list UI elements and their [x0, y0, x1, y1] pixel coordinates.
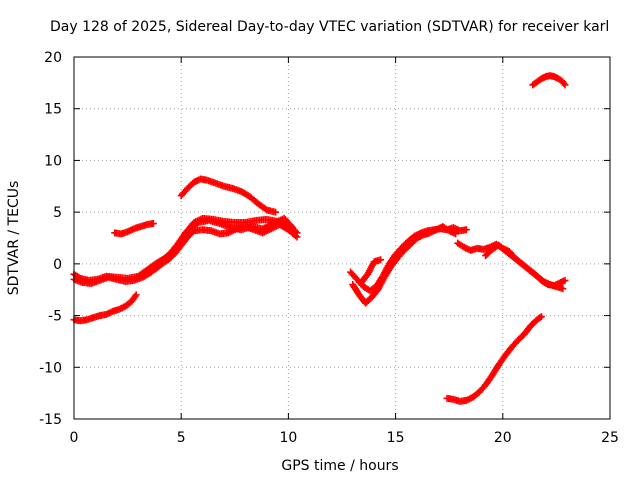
x-axis-label: GPS time / hours: [281, 458, 398, 474]
series-track-3: [151, 221, 301, 273]
data-point: [561, 81, 569, 89]
series-track-2: [70, 214, 297, 284]
data-point: [292, 232, 300, 240]
y-tick-label: 10: [44, 153, 62, 169]
series-track-4: [70, 291, 140, 325]
data-point: [536, 314, 544, 322]
y-tick-label: 5: [53, 205, 62, 221]
y-tick-label: 15: [44, 102, 62, 118]
y-tick-label: -15: [39, 412, 62, 428]
x-tick-label: 20: [494, 430, 512, 446]
data-point: [262, 205, 270, 213]
data-point: [561, 276, 569, 284]
series-track-12: [443, 313, 545, 405]
series-track-11: [482, 241, 567, 293]
data-point: [293, 233, 301, 241]
series-track-9: [357, 256, 385, 286]
axis-ticks: 0 5 10 15 20 25 -15 -10 -5 0 5 10 15 20: [39, 50, 619, 446]
series-track-13: [529, 72, 569, 89]
data-point: [377, 256, 385, 264]
grid-lines: [74, 57, 610, 419]
x-tick-label: 0: [70, 430, 79, 446]
data-point: [537, 313, 545, 321]
y-tick-label: 0: [53, 257, 62, 273]
data-point: [132, 291, 140, 299]
plot-frame: [73, 56, 611, 420]
y-tick-label: -10: [39, 360, 62, 376]
data-point: [462, 226, 470, 234]
data-point: [559, 285, 567, 293]
data-point: [452, 230, 460, 238]
y-tick-label: 20: [44, 50, 62, 66]
series-track-5: [111, 220, 157, 238]
series-track-6: [177, 175, 280, 216]
chart-title: Day 128 of 2025, Sidereal Day-to-day VTE…: [50, 19, 609, 35]
x-tick-label: 25: [601, 430, 619, 446]
x-tick-label: 5: [177, 430, 186, 446]
series-track-8: [349, 223, 460, 307]
y-axis-label: SDTVAR / TECUs: [6, 181, 22, 296]
data-markers: [70, 72, 569, 405]
data-point: [272, 208, 280, 216]
y-tick-label: -5: [48, 309, 62, 325]
x-tick-label: 15: [387, 430, 405, 446]
x-tick-label: 10: [279, 430, 297, 446]
data-point: [149, 220, 157, 228]
